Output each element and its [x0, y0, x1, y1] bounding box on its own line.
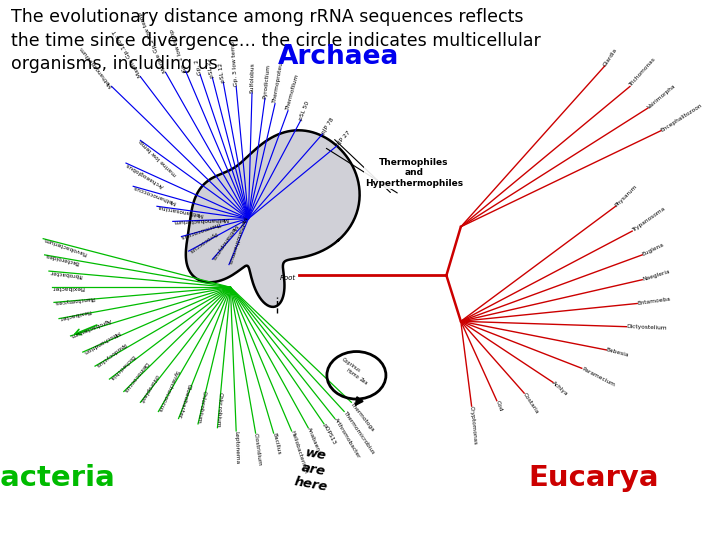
Text: Pyrodictium: Pyrodictium — [263, 63, 271, 98]
Text: Physarum: Physarum — [614, 184, 638, 208]
Text: pSL 50: pSL 50 — [299, 100, 311, 121]
Text: Cod: Cod — [495, 400, 503, 413]
Text: Flexibacter: Flexibacter — [52, 285, 84, 290]
Text: Methanospirillum: Methanospirillum — [78, 45, 114, 88]
Text: Thermophiles
and
Hyperthermophiles: Thermophiles and Hyperthermophiles — [365, 158, 463, 188]
Text: Flavobacterium: Flavobacterium — [42, 237, 87, 256]
Text: Dictyostelium: Dictyostelium — [626, 324, 667, 331]
Text: Root: Root — [279, 275, 295, 281]
Text: Thermotoga: Thermotoga — [349, 401, 375, 432]
Text: Paramecium: Paramecium — [580, 366, 616, 388]
Text: pJP 78: pJP 78 — [320, 117, 335, 136]
Text: Giardia: Giardia — [603, 47, 618, 68]
Text: we
are
here: we are here — [293, 446, 333, 494]
Text: Thermomicrobius: Thermomicrobius — [342, 410, 375, 455]
Text: Flexibacter: Flexibacter — [58, 308, 91, 321]
Text: Vairimorpha: Vairimorpha — [647, 83, 677, 110]
Text: Zea: Zea — [359, 377, 369, 387]
Text: Bacillus: Bacillus — [271, 433, 281, 456]
Text: Methanothermus: Methanothermus — [227, 216, 246, 265]
Text: Entamoeba: Entamoeba — [637, 296, 671, 306]
Text: pSL 12: pSL 12 — [218, 62, 225, 83]
Text: Agrobacterium: Agrobacterium — [70, 317, 112, 338]
Text: Sulfolobus: Sulfolobus — [250, 62, 255, 93]
Text: Gp. 2: Gp. 2 — [194, 58, 202, 75]
Text: Deinococcus: Deinococcus — [122, 360, 148, 393]
Text: Heliobacterium: Heliobacterium — [289, 430, 307, 475]
Text: Encephalitozoon: Encephalitozoon — [660, 103, 703, 133]
Text: Methanobacterium: Methanobacterium — [173, 216, 229, 224]
Text: Planctomyces: Planctomyces — [54, 295, 95, 305]
Text: Marine Gp.1 low T: Marine Gp.1 low T — [112, 29, 143, 78]
Text: Trypanosoma: Trypanosoma — [631, 206, 666, 233]
Text: Coprinus: Coprinus — [341, 357, 361, 374]
Text: Thermofilum: Thermofilum — [286, 74, 300, 111]
Text: Rhodocyclus: Rhodocyclus — [94, 341, 126, 368]
Text: Methanopyrus: Methanopyrus — [210, 223, 238, 261]
Text: Leptonema: Leptonema — [234, 431, 240, 464]
Text: Eucarya: Eucarya — [528, 464, 660, 492]
Text: Methanococcus: Methanococcus — [132, 184, 177, 205]
Text: Pyrococcus: Pyrococcus — [187, 230, 217, 253]
Text: Achlya: Achlya — [552, 381, 570, 397]
Text: marine low temp: marine low temp — [139, 139, 178, 177]
Text: Clostridium: Clostridium — [253, 433, 262, 467]
Text: Methanosarcina: Methanosarcina — [156, 204, 204, 217]
Text: Arthromobacter: Arthromobacter — [333, 417, 361, 460]
Text: Chkr.robium: Chkr.robium — [215, 392, 222, 428]
Text: Gp. 3 low temp: Gp. 3 low temp — [230, 41, 238, 86]
Text: Bacteria: Bacteria — [0, 464, 115, 492]
Text: Trichomonas: Trichomonas — [628, 57, 657, 88]
Text: Synechococcus: Synechococcus — [156, 369, 179, 413]
Text: Homo: Homo — [346, 368, 360, 381]
Text: Chlorobium: Chlorobium — [196, 390, 207, 424]
Text: chloroplast: chloroplast — [138, 373, 159, 403]
Text: Archaea: Archaea — [278, 44, 399, 70]
Text: Anabaena: Anabaena — [306, 427, 322, 456]
Text: Euglena: Euglena — [641, 242, 665, 257]
Text: Archaeoglobus: Archaeoglobus — [125, 161, 165, 188]
Text: Thermoproteus: Thermoproteus — [273, 59, 285, 104]
Text: Escherichia: Escherichia — [108, 353, 135, 381]
Text: pOPS13: pOPS13 — [322, 423, 337, 445]
Text: The evolutionary distance among rRNA sequences reflects
the time since divergenc: The evolutionary distance among rRNA seq… — [11, 8, 541, 73]
Text: Gloeobacter: Gloeobacter — [176, 383, 192, 419]
Text: pJP 27: pJP 27 — [335, 131, 351, 147]
Text: Fibrobacter: Fibrobacter — [49, 268, 82, 278]
Text: Bacteroides: Bacteroides — [44, 252, 79, 265]
Text: Marine Gp.2 low temp: Marine Gp.2 low temp — [138, 11, 168, 73]
Text: Costaria: Costaria — [522, 392, 540, 415]
Text: Mitochondrion: Mitochondrion — [81, 329, 120, 354]
Text: Gp. 1 low temp: Gp. 1 low temp — [170, 28, 188, 72]
Polygon shape — [186, 130, 359, 307]
Text: Naegleria: Naegleria — [642, 269, 670, 282]
Text: Babesia: Babesia — [606, 348, 629, 359]
Text: pSL 22: pSL 22 — [206, 58, 215, 78]
Text: Thermococcus: Thermococcus — [181, 220, 222, 239]
Text: Cryptomonas: Cryptomonas — [469, 406, 478, 445]
